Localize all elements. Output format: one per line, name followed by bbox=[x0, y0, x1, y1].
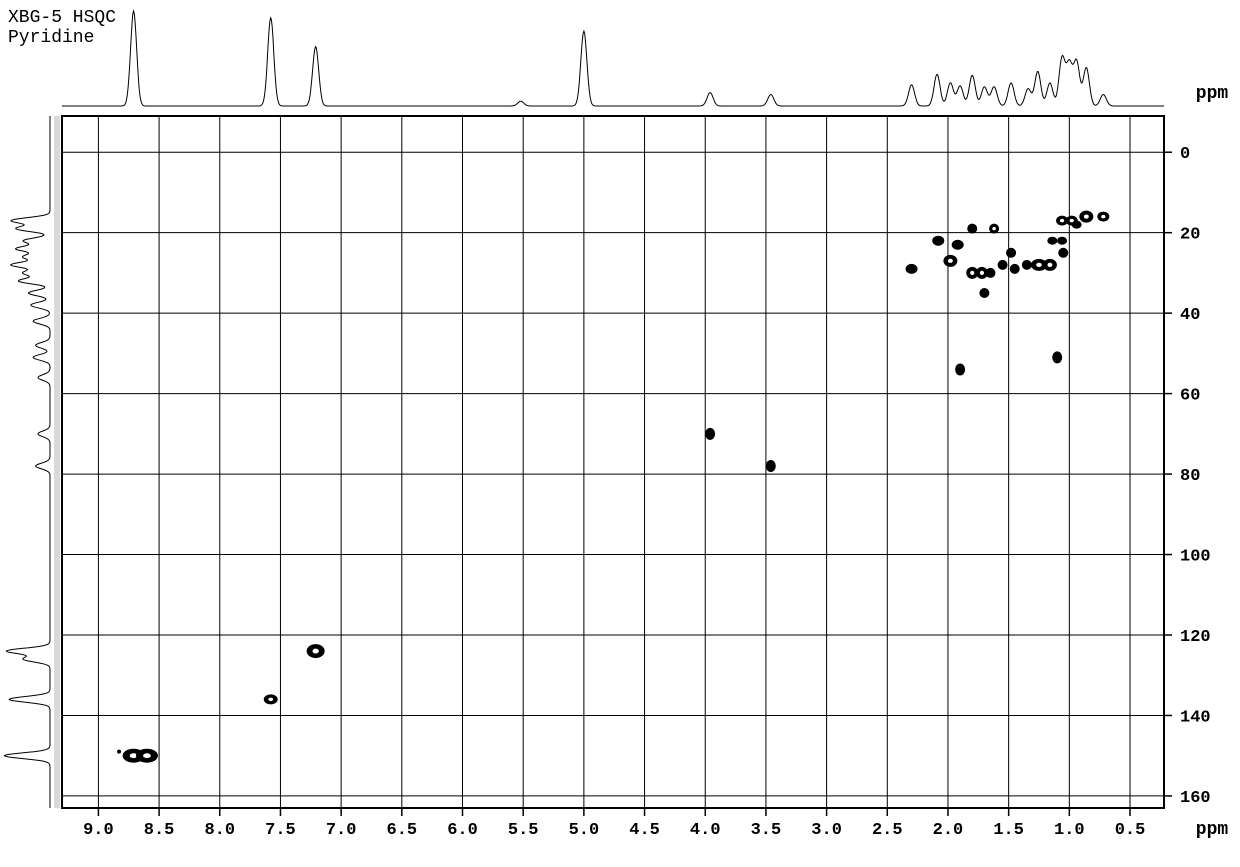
background bbox=[0, 0, 1240, 862]
crosspeak bbox=[998, 260, 1008, 270]
crosspeak bbox=[906, 264, 918, 274]
left-baseline-strip bbox=[54, 116, 60, 808]
crosspeak-hole bbox=[1036, 263, 1042, 267]
crosspeak-hole bbox=[143, 753, 151, 758]
x-tick-label: 8.0 bbox=[204, 821, 235, 840]
crosspeak-hole bbox=[1084, 214, 1089, 218]
crosspeak bbox=[705, 428, 715, 440]
crosspeak bbox=[1022, 260, 1032, 270]
crosspeak bbox=[932, 236, 944, 246]
y-tick-label: 160 bbox=[1180, 789, 1211, 808]
y-tick-label: 60 bbox=[1180, 387, 1200, 406]
crosspeak bbox=[985, 268, 995, 278]
crosspeak-hole bbox=[980, 271, 984, 275]
y-tick-label: 140 bbox=[1180, 708, 1211, 727]
crosspeak-hole bbox=[313, 649, 319, 654]
x-tick-label: 4.5 bbox=[629, 821, 660, 840]
y-tick-label: 0 bbox=[1180, 145, 1190, 164]
crosspeak bbox=[117, 750, 121, 754]
crosspeak bbox=[979, 288, 989, 298]
x-tick-label: 8.5 bbox=[144, 821, 175, 840]
crosspeak-hole bbox=[1047, 263, 1052, 267]
crosspeak-hole bbox=[948, 259, 953, 263]
x-tick-label: 7.0 bbox=[326, 821, 357, 840]
x-tick-label: 6.5 bbox=[387, 821, 418, 840]
x-tick-label: 0.5 bbox=[1115, 821, 1146, 840]
crosspeak bbox=[1058, 248, 1068, 258]
plot-title-line-0: XBG-5 HSQC bbox=[8, 8, 116, 28]
y-tick-label: 20 bbox=[1180, 226, 1200, 245]
hsqc-svg: XBG-5 HSQCPyridine 9.0 8.5 8.0 7.5 7.0 6.5 6.0 5… bbox=[0, 0, 1240, 862]
crosspeak bbox=[1052, 351, 1062, 363]
crosspeak-hole bbox=[1060, 219, 1064, 223]
crosspeak-hole bbox=[1101, 215, 1105, 219]
y-tick-label: 120 bbox=[1180, 628, 1211, 647]
x-tick-label: 6.0 bbox=[447, 821, 478, 840]
crosspeak bbox=[1072, 221, 1082, 229]
x-tick-label: 5.5 bbox=[508, 821, 539, 840]
crosspeak bbox=[1057, 237, 1067, 245]
crosspeak-hole bbox=[268, 698, 273, 702]
y-tick-label: 80 bbox=[1180, 467, 1200, 486]
crosspeak bbox=[1006, 248, 1016, 258]
crosspeak bbox=[766, 460, 776, 472]
plot-title-line-1: Pyridine bbox=[8, 28, 94, 48]
y-tick-label: 100 bbox=[1180, 548, 1211, 567]
crosspeak bbox=[1047, 237, 1057, 245]
crosspeak bbox=[952, 240, 964, 250]
hsqc-plot-container: XBG-5 HSQCPyridine 9.0 8.5 8.0 7.5 7.0 6.5 6.0 5… bbox=[0, 0, 1240, 862]
crosspeak-hole bbox=[992, 227, 996, 231]
crosspeak bbox=[1010, 264, 1020, 274]
y-tick-label: 40 bbox=[1180, 306, 1200, 325]
crosspeak bbox=[967, 224, 977, 234]
x-tick-label: 2.5 bbox=[872, 821, 903, 840]
x-tick-label: 1.0 bbox=[1054, 821, 1085, 840]
x-tick-label: 1.5 bbox=[993, 821, 1024, 840]
crosspeak-hole bbox=[970, 271, 974, 275]
y-axis-label: ppm bbox=[1196, 84, 1229, 104]
x-tick-label: 2.0 bbox=[933, 821, 964, 840]
x-tick-label: 5.0 bbox=[569, 821, 600, 840]
x-tick-label: 9.0 bbox=[83, 821, 114, 840]
x-tick-label: 3.0 bbox=[811, 821, 842, 840]
x-axis-label: ppm bbox=[1196, 820, 1229, 840]
x-tick-label: 7.5 bbox=[265, 821, 296, 840]
crosspeak bbox=[955, 363, 965, 375]
x-tick-label: 4.0 bbox=[690, 821, 721, 840]
x-tick-label: 3.5 bbox=[751, 821, 782, 840]
